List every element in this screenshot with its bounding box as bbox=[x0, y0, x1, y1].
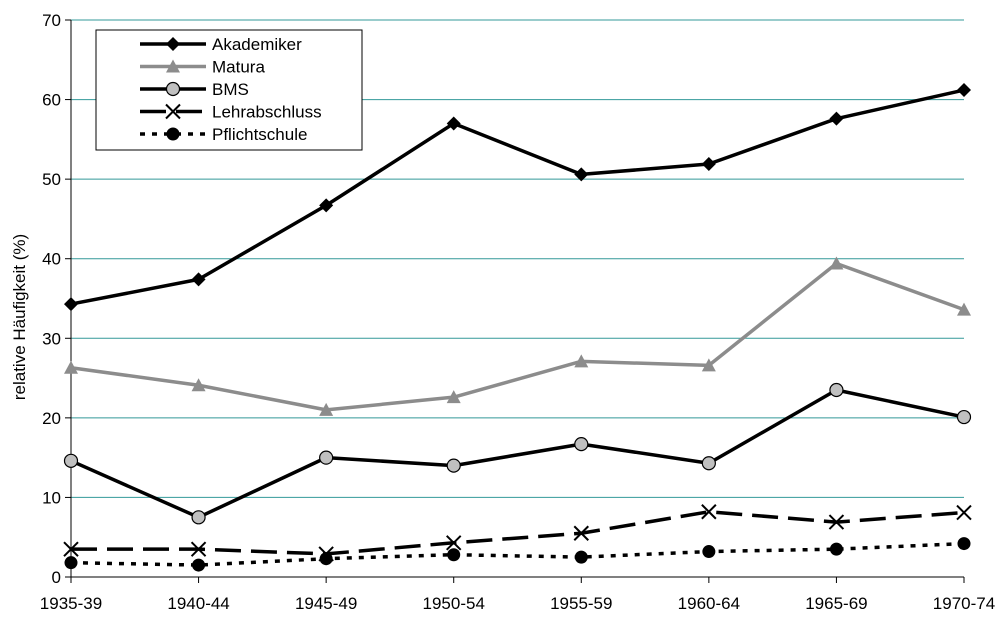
series-bms bbox=[63, 382, 972, 525]
data-point-akademiker bbox=[574, 167, 589, 182]
data-point-bms bbox=[191, 510, 206, 525]
x-tick-label: 1960-64 bbox=[678, 594, 740, 613]
x-tick-label: 1965-69 bbox=[805, 594, 867, 613]
legend-label: Akademiker bbox=[212, 35, 302, 54]
legend-item-pflichtschule: Pflichtschule bbox=[140, 125, 307, 144]
data-point-lehrabschluss bbox=[190, 541, 207, 557]
legend-marker bbox=[166, 127, 180, 141]
x-tick-label: 1950-54 bbox=[423, 594, 485, 613]
series-matura bbox=[64, 256, 971, 416]
data-point-bms bbox=[446, 458, 461, 473]
data-point-matura bbox=[957, 302, 971, 316]
legend-marker bbox=[166, 37, 180, 51]
data-point-akademiker bbox=[191, 272, 206, 287]
data-point-lehrabschluss bbox=[446, 535, 462, 551]
legend: Akademiker Matura BMS Lehrabschluss Pflichts… bbox=[95, 29, 363, 151]
series-pflichtschule bbox=[64, 537, 971, 572]
data-point-bms bbox=[63, 453, 79, 468]
data-point-akademiker bbox=[64, 297, 78, 312]
y-tick-label: 30 bbox=[42, 329, 61, 348]
series-line-bms bbox=[70, 388, 965, 520]
legend-marker bbox=[165, 81, 181, 97]
data-point-akademiker bbox=[446, 116, 461, 131]
x-tick-label: 1970-74 bbox=[933, 594, 995, 613]
data-point-matura bbox=[446, 390, 461, 404]
data-point-pflichtschule bbox=[319, 552, 333, 566]
data-point-akademiker bbox=[319, 198, 334, 213]
legend-marker bbox=[166, 59, 180, 73]
data-point-bms bbox=[574, 437, 589, 452]
axes-layer: 0 10 20 30 40 50 60 70 1935-39 1940-44 1945-49 1950… bbox=[40, 11, 995, 613]
y-tick-label: 70 bbox=[42, 11, 61, 30]
legend-label: BMS bbox=[212, 80, 249, 99]
series-line-lehrabschluss bbox=[71, 510, 965, 556]
data-point-bms bbox=[956, 409, 972, 425]
x-tick-label: 1935-39 bbox=[40, 594, 102, 613]
y-tick-label: 40 bbox=[42, 250, 61, 269]
data-point-pflichtschule bbox=[829, 542, 843, 556]
data-point-bms bbox=[829, 382, 844, 398]
data-point-matura bbox=[829, 256, 844, 270]
data-point-lehrabschluss bbox=[701, 504, 717, 520]
data-point-akademiker bbox=[957, 83, 971, 98]
data-point-bms bbox=[319, 450, 334, 465]
legend-item-matura: Matura bbox=[140, 58, 265, 77]
data-point-lehrabschluss bbox=[828, 514, 845, 530]
data-point-pflichtschule bbox=[957, 537, 971, 551]
series-akademiker bbox=[64, 83, 971, 312]
y-tick-label: 20 bbox=[42, 409, 61, 428]
series-line-pflichtschule bbox=[70, 541, 965, 567]
data-point-pflichtschule bbox=[447, 548, 461, 562]
series-layer bbox=[63, 83, 972, 572]
legend-item-bms: BMS bbox=[140, 80, 249, 99]
data-point-bms bbox=[701, 456, 716, 471]
data-point-pflichtschule bbox=[702, 545, 716, 559]
series-line-matura bbox=[70, 261, 965, 412]
y-tick-label: 10 bbox=[42, 488, 61, 507]
legend-label: Lehrabschluss bbox=[212, 103, 322, 122]
legend-label: Matura bbox=[212, 58, 265, 77]
y-tick-label: 60 bbox=[42, 91, 61, 110]
series-line-akademiker bbox=[70, 88, 965, 306]
data-point-matura bbox=[574, 354, 589, 368]
y-tick-label: 0 bbox=[52, 568, 61, 587]
legend-item-lehrabschluss: Lehrabschluss bbox=[140, 103, 322, 122]
legend-label: Pflichtschule bbox=[212, 125, 307, 144]
data-point-lehrabschluss bbox=[573, 525, 589, 541]
series-lehrabschluss bbox=[63, 504, 972, 562]
y-tick-label: 50 bbox=[42, 170, 61, 189]
y-axis-title: relative Häufigkeit (%) bbox=[10, 234, 29, 400]
legend-marker bbox=[165, 103, 181, 120]
x-tick-label: 1945-49 bbox=[295, 594, 357, 613]
x-tick-label: 1955-59 bbox=[550, 594, 612, 613]
data-point-pflichtschule bbox=[64, 556, 78, 570]
x-tick-label: 1940-44 bbox=[167, 594, 229, 613]
data-point-matura bbox=[319, 402, 334, 416]
data-point-akademiker bbox=[701, 157, 716, 172]
data-point-lehrabschluss bbox=[63, 541, 79, 557]
legend-item-akademiker: Akademiker bbox=[140, 35, 302, 54]
data-point-pflichtschule bbox=[574, 550, 588, 564]
data-point-matura bbox=[64, 360, 78, 374]
data-point-matura bbox=[191, 378, 206, 392]
data-point-pflichtschule bbox=[192, 558, 206, 572]
data-point-matura bbox=[701, 358, 716, 372]
data-point-lehrabschluss bbox=[956, 504, 972, 521]
data-point-akademiker bbox=[829, 111, 844, 126]
